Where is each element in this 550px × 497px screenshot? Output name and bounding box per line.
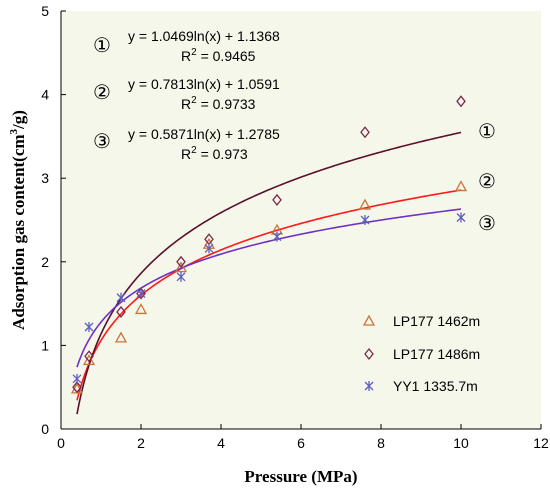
data-point-series-2	[360, 126, 370, 139]
data-point-series-3	[272, 231, 282, 242]
data-point-series-3	[136, 288, 146, 299]
annotation-marker-1: ①	[93, 33, 111, 57]
y-tick-label: 4	[41, 87, 49, 103]
data-point-series-1	[114, 331, 128, 343]
data-point-series-3	[116, 292, 126, 303]
y-axis-title-end: /g)	[9, 110, 28, 130]
curve-label-3: ③	[478, 211, 496, 235]
x-tick-label: 0	[57, 435, 65, 451]
legend-markers	[362, 314, 376, 391]
y-tick-label: 0	[41, 421, 49, 437]
data-point-series-1	[358, 198, 372, 210]
x-tick-label: 6	[297, 435, 305, 451]
annotation-r2-3: R2 = 0.973	[181, 145, 248, 162]
legend-label-yy1-1335-7m: YY1 1335.7m	[393, 378, 478, 394]
x-axis-title: Pressure (MPa)	[244, 467, 357, 486]
data-point-series-2	[116, 305, 126, 319]
data-point-series-1	[454, 180, 468, 192]
legend-marker-2	[364, 347, 374, 361]
y-axis-title-main: Adsorption gas content(cm	[9, 134, 28, 330]
data-point-series-3	[204, 243, 214, 254]
data-point-series-2	[456, 95, 466, 108]
x-tick-label: 12	[533, 435, 549, 451]
data-point-series-3	[456, 212, 466, 223]
chart-marks	[70, 95, 468, 415]
x-tick-label: 8	[377, 435, 385, 451]
annotation-equation-1: y = 1.0469ln(x) + 1.1368	[128, 28, 280, 44]
annotation-r2-2: R2 = 0.9733	[181, 95, 256, 112]
legend-marker-1	[362, 314, 376, 326]
data-point-series-1	[174, 261, 188, 273]
legend-marker-3	[364, 381, 374, 391]
data-point-series-3	[72, 373, 82, 384]
legend: LP177 1462m LP177 1486m YY1 1335.7m	[362, 313, 480, 394]
plot-area	[61, 11, 541, 429]
data-point-series-3	[360, 215, 370, 225]
data-point-series-2	[72, 381, 82, 394]
y-tick-label: 2	[41, 254, 49, 270]
equation-annotation-2: ② y = 0.7813ln(x) + 1.0591 R2 = 0.9733	[93, 76, 280, 112]
data-point-series-2	[176, 255, 186, 268]
equation-annotation-1: ① y = 1.0469ln(x) + 1.1368 R2 = 0.9465	[93, 28, 280, 64]
y-tick-label: 3	[41, 170, 49, 186]
y-tick-label: 1	[41, 337, 49, 353]
equation-annotation-3: ③ y = 0.5871ln(x) + 1.2785 R2 = 0.973	[93, 126, 280, 162]
annotation-equation-3: y = 0.5871ln(x) + 1.2785	[128, 126, 280, 142]
y-tick-label: 5	[41, 3, 49, 19]
curve-label-1: ①	[478, 119, 496, 143]
data-point-series-3	[176, 271, 186, 282]
legend-label-lp177-1462m: LP177 1462m	[393, 313, 480, 329]
data-point-series-1	[134, 303, 148, 315]
y-axis-title: Adsorption gas content(cm3/g)	[8, 110, 28, 330]
fit-curve-2	[76, 131, 462, 415]
annotation-r2-1: R2 = 0.9465	[181, 47, 256, 64]
annotation-marker-2: ②	[93, 80, 111, 104]
x-tick-label: 4	[217, 435, 225, 451]
legend-label-lp177-1486m: LP177 1486m	[393, 346, 480, 362]
x-tick-label: 2	[137, 435, 145, 451]
x-tick-label: 10	[453, 435, 469, 451]
data-point-series-3	[84, 322, 94, 333]
annotation-marker-3: ③	[93, 129, 111, 153]
data-point-series-1	[82, 354, 96, 366]
annotation-equation-2: y = 0.7813ln(x) + 1.0591	[128, 76, 280, 92]
curve-label-2: ②	[478, 169, 496, 193]
y-axis-title-sup: 3	[8, 128, 20, 134]
data-point-series-2	[84, 350, 94, 363]
data-point-series-2	[272, 193, 282, 206]
